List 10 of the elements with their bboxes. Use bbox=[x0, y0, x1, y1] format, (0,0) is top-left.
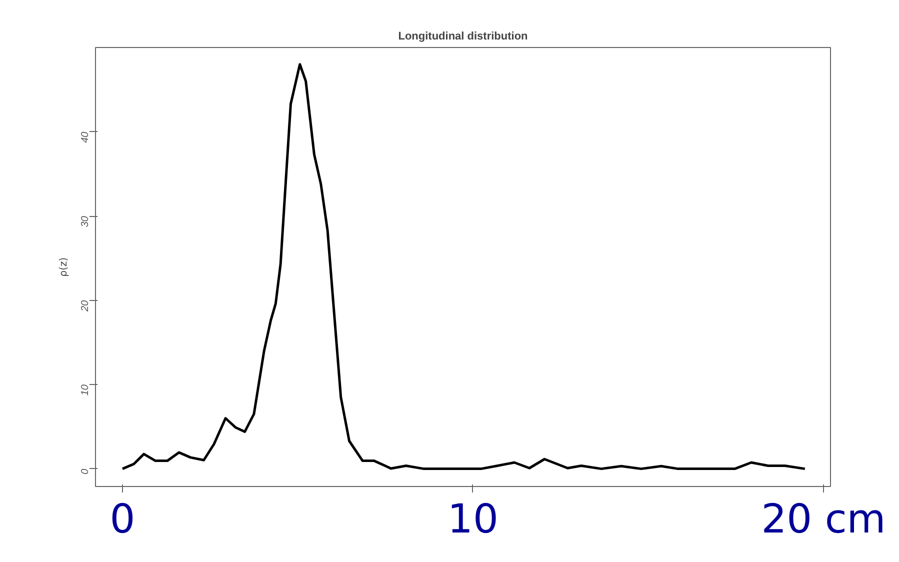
y-tick-label: 40 bbox=[80, 131, 91, 143]
chart-title: Longitudinal distribution bbox=[398, 30, 528, 42]
y-tick-label: 10 bbox=[80, 384, 91, 396]
x-tick-label: 20 cm bbox=[761, 496, 886, 542]
y-tick-label: 30 bbox=[80, 216, 91, 228]
x-tick-label: 0 bbox=[110, 496, 136, 542]
y-tick-label: 0 bbox=[80, 468, 91, 474]
x-tick-label: 10 bbox=[448, 496, 498, 542]
y-tick-label: 20 bbox=[80, 300, 91, 312]
y-axis-title: ρ(z) bbox=[58, 257, 70, 277]
